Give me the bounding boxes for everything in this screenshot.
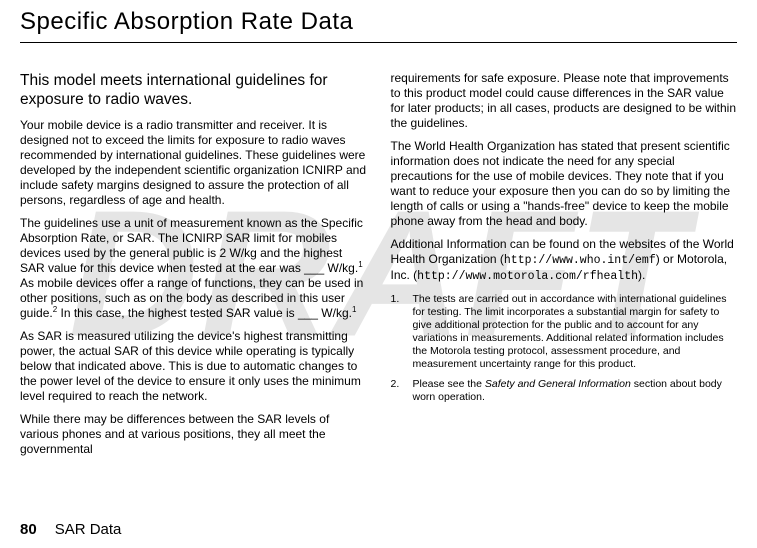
footnote: Please see the Safety and General Inform… <box>391 378 738 404</box>
paragraph: As SAR is measured utilizing the device'… <box>20 329 367 404</box>
subheading: This model meets international guideline… <box>20 71 367 110</box>
page-title: Specific Absorption Rate Data <box>20 8 737 43</box>
paragraph: Your mobile device is a radio transmitte… <box>20 118 367 208</box>
footnote-list: The tests are carried out in accordance … <box>391 293 738 404</box>
left-column: This model meets international guideline… <box>20 71 367 465</box>
paragraph: Additional Information can be found on t… <box>391 237 738 285</box>
page-number: 80 <box>20 521 37 538</box>
page-footer: 80 SAR Data <box>20 521 121 538</box>
paragraph: While there may be differences between t… <box>20 412 367 457</box>
paragraph: requirements for safe exposure. Please n… <box>391 71 738 131</box>
footer-section-label: SAR Data <box>55 521 122 538</box>
page-content: Specific Absorption Rate Data This model… <box>0 0 757 465</box>
paragraph: The guidelines use a unit of measurement… <box>20 216 367 321</box>
two-column-layout: This model meets international guideline… <box>20 71 737 465</box>
footnote: The tests are carried out in accordance … <box>391 293 738 372</box>
url-text: http://www.motorola.com/rfhealth <box>417 270 638 283</box>
right-column: requirements for safe exposure. Please n… <box>391 71 738 465</box>
url-text: http://www.who.int/emf <box>504 254 656 267</box>
italic-title: Safety and General Information <box>485 378 631 390</box>
paragraph: The World Health Organization has stated… <box>391 139 738 229</box>
